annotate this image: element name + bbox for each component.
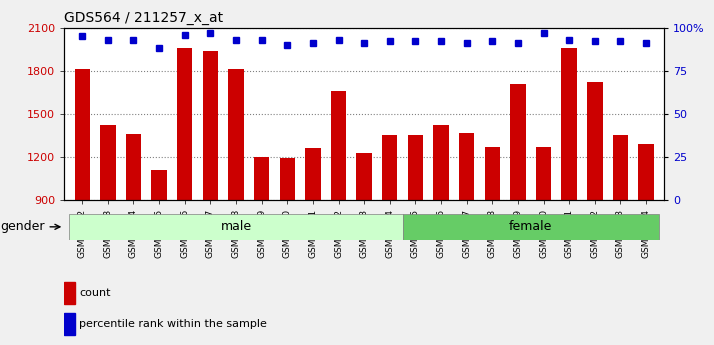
- Bar: [356, 152, 372, 200]
- Bar: [126, 134, 141, 200]
- Bar: [613, 135, 628, 200]
- Bar: [587, 82, 603, 200]
- Bar: [100, 125, 116, 200]
- Bar: [382, 135, 398, 200]
- Bar: [305, 148, 321, 200]
- Text: female: female: [509, 220, 553, 233]
- Text: gender: gender: [0, 220, 60, 233]
- Bar: [433, 125, 448, 200]
- Bar: [403, 214, 659, 240]
- Text: GDS564 / 211257_x_at: GDS564 / 211257_x_at: [64, 11, 223, 25]
- Bar: [561, 48, 577, 200]
- Bar: [280, 158, 295, 200]
- Bar: [203, 51, 218, 200]
- Bar: [151, 170, 167, 200]
- Text: percentile rank within the sample: percentile rank within the sample: [79, 319, 267, 329]
- Bar: [459, 132, 474, 200]
- Bar: [638, 144, 654, 200]
- Bar: [485, 147, 500, 200]
- Bar: [74, 69, 90, 200]
- Bar: [254, 157, 269, 200]
- Bar: [177, 48, 192, 200]
- Bar: [69, 214, 403, 240]
- Bar: [536, 147, 551, 200]
- Bar: [228, 69, 243, 200]
- Bar: [64, 313, 75, 335]
- Text: count: count: [79, 288, 111, 298]
- Bar: [64, 282, 75, 304]
- Bar: [331, 91, 346, 200]
- Bar: [408, 135, 423, 200]
- Text: male: male: [221, 220, 251, 233]
- Bar: [511, 83, 526, 200]
